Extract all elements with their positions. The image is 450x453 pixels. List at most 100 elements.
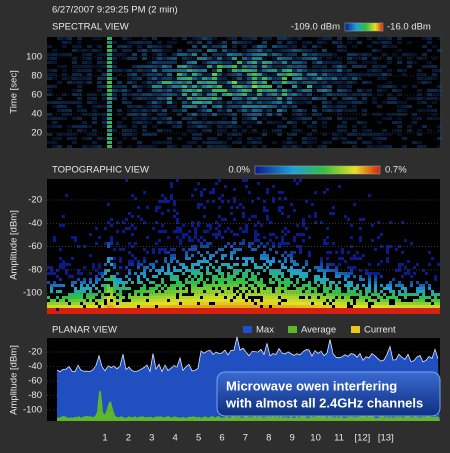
density-cell <box>251 215 254 218</box>
density-cell <box>269 302 272 305</box>
density-cell <box>305 293 308 296</box>
density-cell <box>296 308 299 311</box>
density-cell <box>194 188 197 191</box>
density-cell <box>161 269 164 272</box>
density-cell <box>170 290 173 293</box>
heat-cell <box>277 41 282 44</box>
density-cell <box>356 257 359 260</box>
density-cell <box>338 257 341 260</box>
density-cell <box>419 305 422 308</box>
density-cell <box>329 305 332 308</box>
heat-cell <box>127 81 132 84</box>
density-cell <box>236 233 239 236</box>
density-cell <box>194 299 197 302</box>
density-cell <box>254 248 257 251</box>
heat-cell <box>257 109 262 112</box>
heat-cell <box>182 37 187 40</box>
heat-cell <box>312 89 317 92</box>
density-cell <box>98 308 101 311</box>
heat-cell <box>167 97 172 100</box>
density-cell <box>176 275 179 278</box>
heat-cell <box>317 45 322 48</box>
heat-cell <box>242 105 247 108</box>
density-cell <box>371 293 374 296</box>
density-cell <box>209 290 212 293</box>
heat-cell <box>242 77 247 80</box>
heat-cell <box>187 141 192 144</box>
density-cell <box>170 185 173 188</box>
heat-cell <box>337 129 342 132</box>
heat-cell <box>237 69 242 72</box>
heat-cell <box>282 45 287 48</box>
density-cell <box>128 269 131 272</box>
density-cell <box>215 302 218 305</box>
heat-cell <box>47 93 52 96</box>
heat-cell <box>252 105 257 108</box>
heat-cell <box>197 85 202 88</box>
heat-cell <box>107 137 112 140</box>
density-cell <box>389 305 392 308</box>
heat-cell <box>237 73 242 76</box>
heat-cell <box>162 45 167 48</box>
density-cell <box>227 200 230 203</box>
density-cell <box>161 194 164 197</box>
density-cell <box>164 290 167 293</box>
density-cell <box>80 293 83 296</box>
density-cell <box>98 311 101 314</box>
density-cell <box>284 308 287 311</box>
density-cell <box>212 305 215 308</box>
heat-cell <box>312 73 317 76</box>
density-cell <box>107 302 110 305</box>
heat-cell <box>357 121 362 124</box>
density-cell <box>122 302 125 305</box>
heat-cell <box>172 109 177 112</box>
heat-cell <box>292 73 297 76</box>
heat-cell <box>187 49 192 52</box>
density-cell <box>134 242 137 245</box>
density-cell <box>158 308 161 311</box>
heat-cell <box>132 69 137 72</box>
heat-cell <box>62 53 67 56</box>
heat-cell <box>252 57 257 60</box>
heat-cell <box>267 85 272 88</box>
density-cell <box>95 242 98 245</box>
density-cell <box>158 248 161 251</box>
heat-cell <box>52 73 57 76</box>
density-cell <box>104 278 107 281</box>
heat-cell <box>432 69 437 72</box>
density-cell <box>56 302 59 305</box>
density-cell <box>410 305 413 308</box>
heat-cell <box>422 77 427 80</box>
heat-cell <box>252 137 257 140</box>
density-cell <box>212 281 215 284</box>
heat-cell <box>362 61 367 64</box>
density-cell <box>119 311 122 314</box>
density-cell <box>74 296 77 299</box>
density-cell <box>89 290 92 293</box>
heat-cell <box>197 65 202 68</box>
density-cell <box>413 308 416 311</box>
density-cell <box>251 275 254 278</box>
density-cell <box>218 224 221 227</box>
heat-cell <box>392 121 397 124</box>
density-cell <box>236 302 239 305</box>
heat-cell <box>432 65 437 68</box>
heat-cell <box>242 145 247 148</box>
heat-cell <box>367 145 372 148</box>
heat-cell <box>137 77 142 80</box>
density-cell <box>410 311 413 314</box>
density-cell <box>377 236 380 239</box>
density-cell <box>422 287 425 290</box>
density-cell <box>374 278 377 281</box>
heat-cell <box>292 65 297 68</box>
density-cell <box>278 293 281 296</box>
heat-cell <box>157 109 162 112</box>
density-cell <box>257 197 260 200</box>
heat-cell <box>382 101 387 104</box>
density-cell <box>332 311 335 314</box>
density-cell <box>191 254 194 257</box>
density-cell <box>179 305 182 308</box>
heat-cell <box>322 125 327 128</box>
density-cell <box>389 281 392 284</box>
density-cell <box>197 278 200 281</box>
